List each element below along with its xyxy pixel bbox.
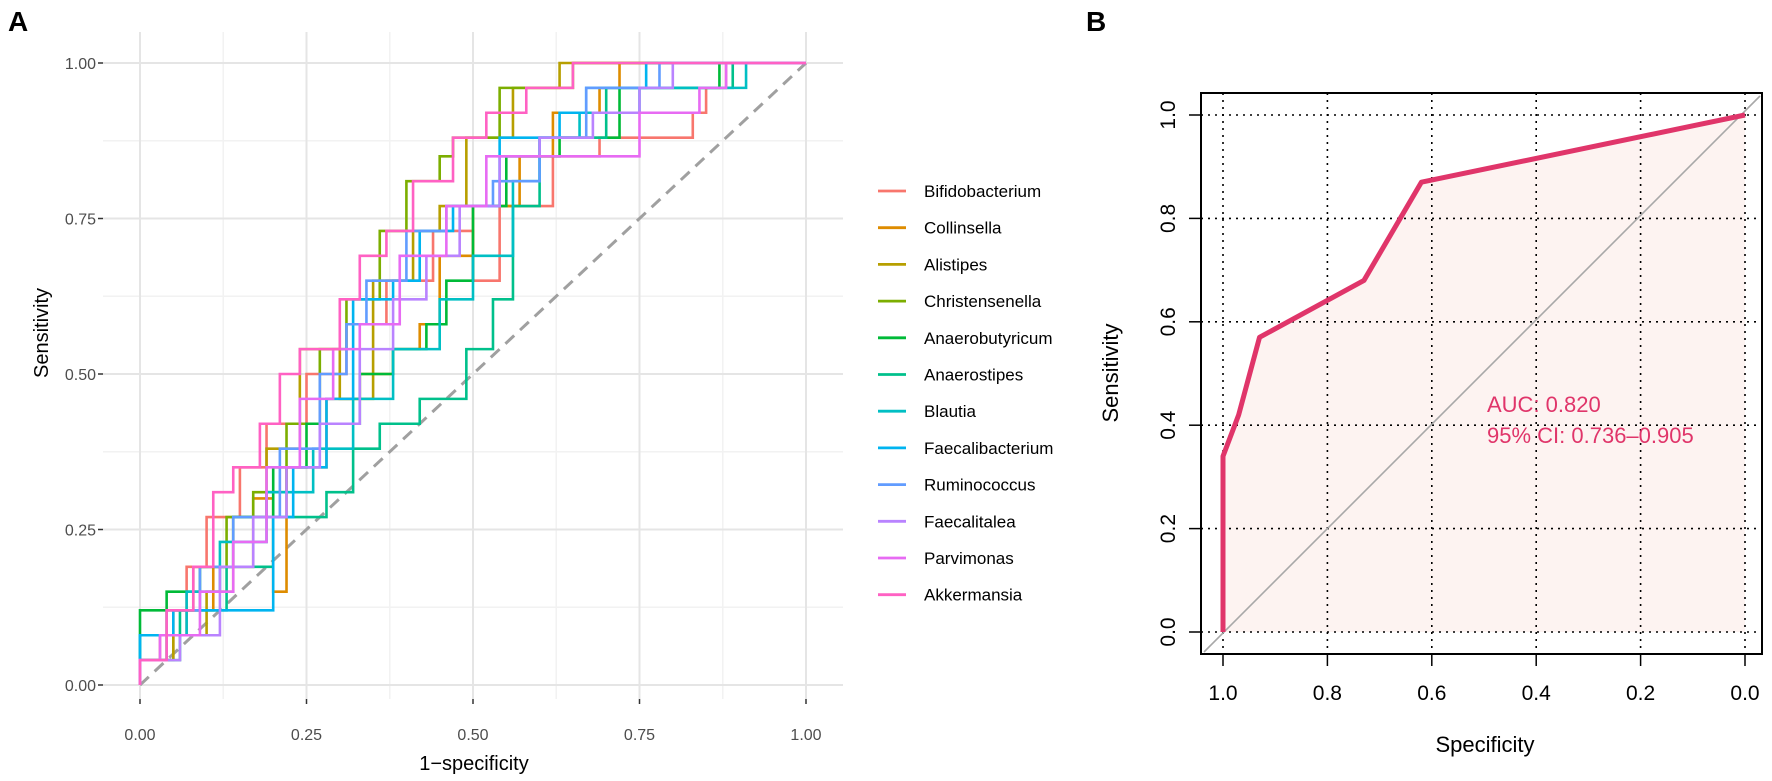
x-tick-label: 0.50 [457, 727, 488, 744]
legend-item: Alistipes [878, 255, 987, 274]
legend: Bifidobacterium Collinsella Alistipes Chris… [878, 182, 1053, 605]
legend-item: Ruminococcus [878, 476, 1036, 495]
y-tick-label: 0.25 [65, 523, 96, 540]
legend-label: Collinsella [924, 219, 1002, 238]
legend-label: Blautia [924, 402, 977, 421]
series-line-parvimonas [138, 61, 806, 685]
plot-a-major-grid [103, 32, 843, 699]
legend-item: Collinsella [878, 219, 1002, 238]
legend-item: Anaerobutyricum [878, 329, 1053, 348]
legend-item: Faecalibacterium [878, 439, 1053, 458]
y-axis-b: 0.0 0.2 0.4 0.6 0.8 1.0 [1157, 100, 1202, 647]
x-tick-label: 0.4 [1522, 682, 1552, 705]
x-tick-label: 0.0 [1730, 682, 1759, 705]
x-tick-label: 0.75 [624, 727, 655, 744]
reference-diagonal [138, 61, 808, 687]
x-tick-label: 1.00 [790, 727, 821, 744]
roc-multi-chart: 0.00 0.25 0.50 0.75 1.00 0.00 0.25 0.50 0.75 1.0… [31, 32, 1053, 775]
x-tick-label: 0.8 [1313, 682, 1342, 705]
series-line-faecalitalea [138, 61, 806, 685]
legend-label: Parvimonas [924, 549, 1014, 568]
series-line-akkermansia [138, 61, 806, 685]
legend-label: Christensenella [924, 292, 1042, 311]
x-tick-label: 0.2 [1626, 682, 1655, 705]
y-axis-a-label: Sensitivity [31, 288, 53, 378]
panel-b-label: B [1086, 6, 1106, 37]
legend-item: Anaerostipes [878, 366, 1023, 385]
x-axis-a-label: 1−specificity [419, 753, 529, 775]
y-axis-b-label: Sensitivity [1098, 323, 1123, 422]
y-tick-label: 0.6 [1157, 307, 1180, 336]
panel-a-label: A [8, 6, 28, 37]
y-tick-label: 0.75 [65, 212, 96, 229]
legend-label: Ruminococcus [924, 476, 1036, 495]
roc-series-group [138, 61, 806, 685]
chance-diagonal [1203, 95, 1761, 653]
legend-item: Akkermansia [878, 586, 1023, 605]
y-tick-label: 0.0 [1157, 617, 1180, 646]
y-tick-label: 0.2 [1157, 514, 1180, 543]
y-axis-a-ticks: 0.00 0.25 0.50 0.75 1.00 [65, 56, 103, 695]
legend-label: Anaerobutyricum [924, 329, 1053, 348]
x-axis-b-label: Specificity [1435, 732, 1534, 757]
legend-label: Alistipes [924, 255, 987, 274]
x-tick-label: 0.25 [291, 727, 322, 744]
ci-annotation: 95% CI: 0.736–0.905 [1487, 423, 1694, 448]
y-tick-label: 0.50 [65, 367, 96, 384]
y-tick-label: 0.00 [65, 678, 96, 695]
y-tick-label: 1.00 [65, 56, 96, 73]
legend-label: Faecalibacterium [924, 439, 1053, 458]
auc-annotation: AUC: 0.820 [1487, 392, 1601, 417]
roc-curve [1220, 112, 1746, 632]
x-axis-b: 1.0 0.8 0.6 0.4 0.2 0.0 [1208, 653, 1760, 705]
roc-single-chart: 1.0 0.8 0.6 0.4 0.2 0.0 0.0 0.2 0.4 0.6 0.8 1.0 Sp… [1098, 92, 1763, 757]
legend-label: Bifidobacterium [924, 182, 1041, 201]
legend-item: Christensenella [878, 292, 1042, 311]
legend-label: Anaerostipes [924, 366, 1023, 385]
x-tick-label: 0.6 [1417, 682, 1446, 705]
legend-item: Faecalitalea [878, 512, 1016, 531]
plot-b-dotted-grid [1201, 93, 1762, 654]
legend-item: Parvimonas [878, 549, 1014, 568]
x-tick-label: 1.0 [1208, 682, 1237, 705]
y-tick-label: 0.8 [1157, 204, 1180, 233]
legend-label: Akkermansia [924, 586, 1023, 605]
legend-item: Bifidobacterium [878, 182, 1041, 201]
legend-label: Faecalitalea [924, 512, 1016, 531]
y-tick-label: 0.4 [1157, 410, 1180, 440]
legend-item: Blautia [878, 402, 977, 421]
x-axis-a-ticks: 0.00 0.25 0.50 0.75 1.00 [124, 699, 822, 744]
y-tick-label: 1.0 [1157, 100, 1180, 129]
x-tick-label: 0.00 [124, 727, 155, 744]
